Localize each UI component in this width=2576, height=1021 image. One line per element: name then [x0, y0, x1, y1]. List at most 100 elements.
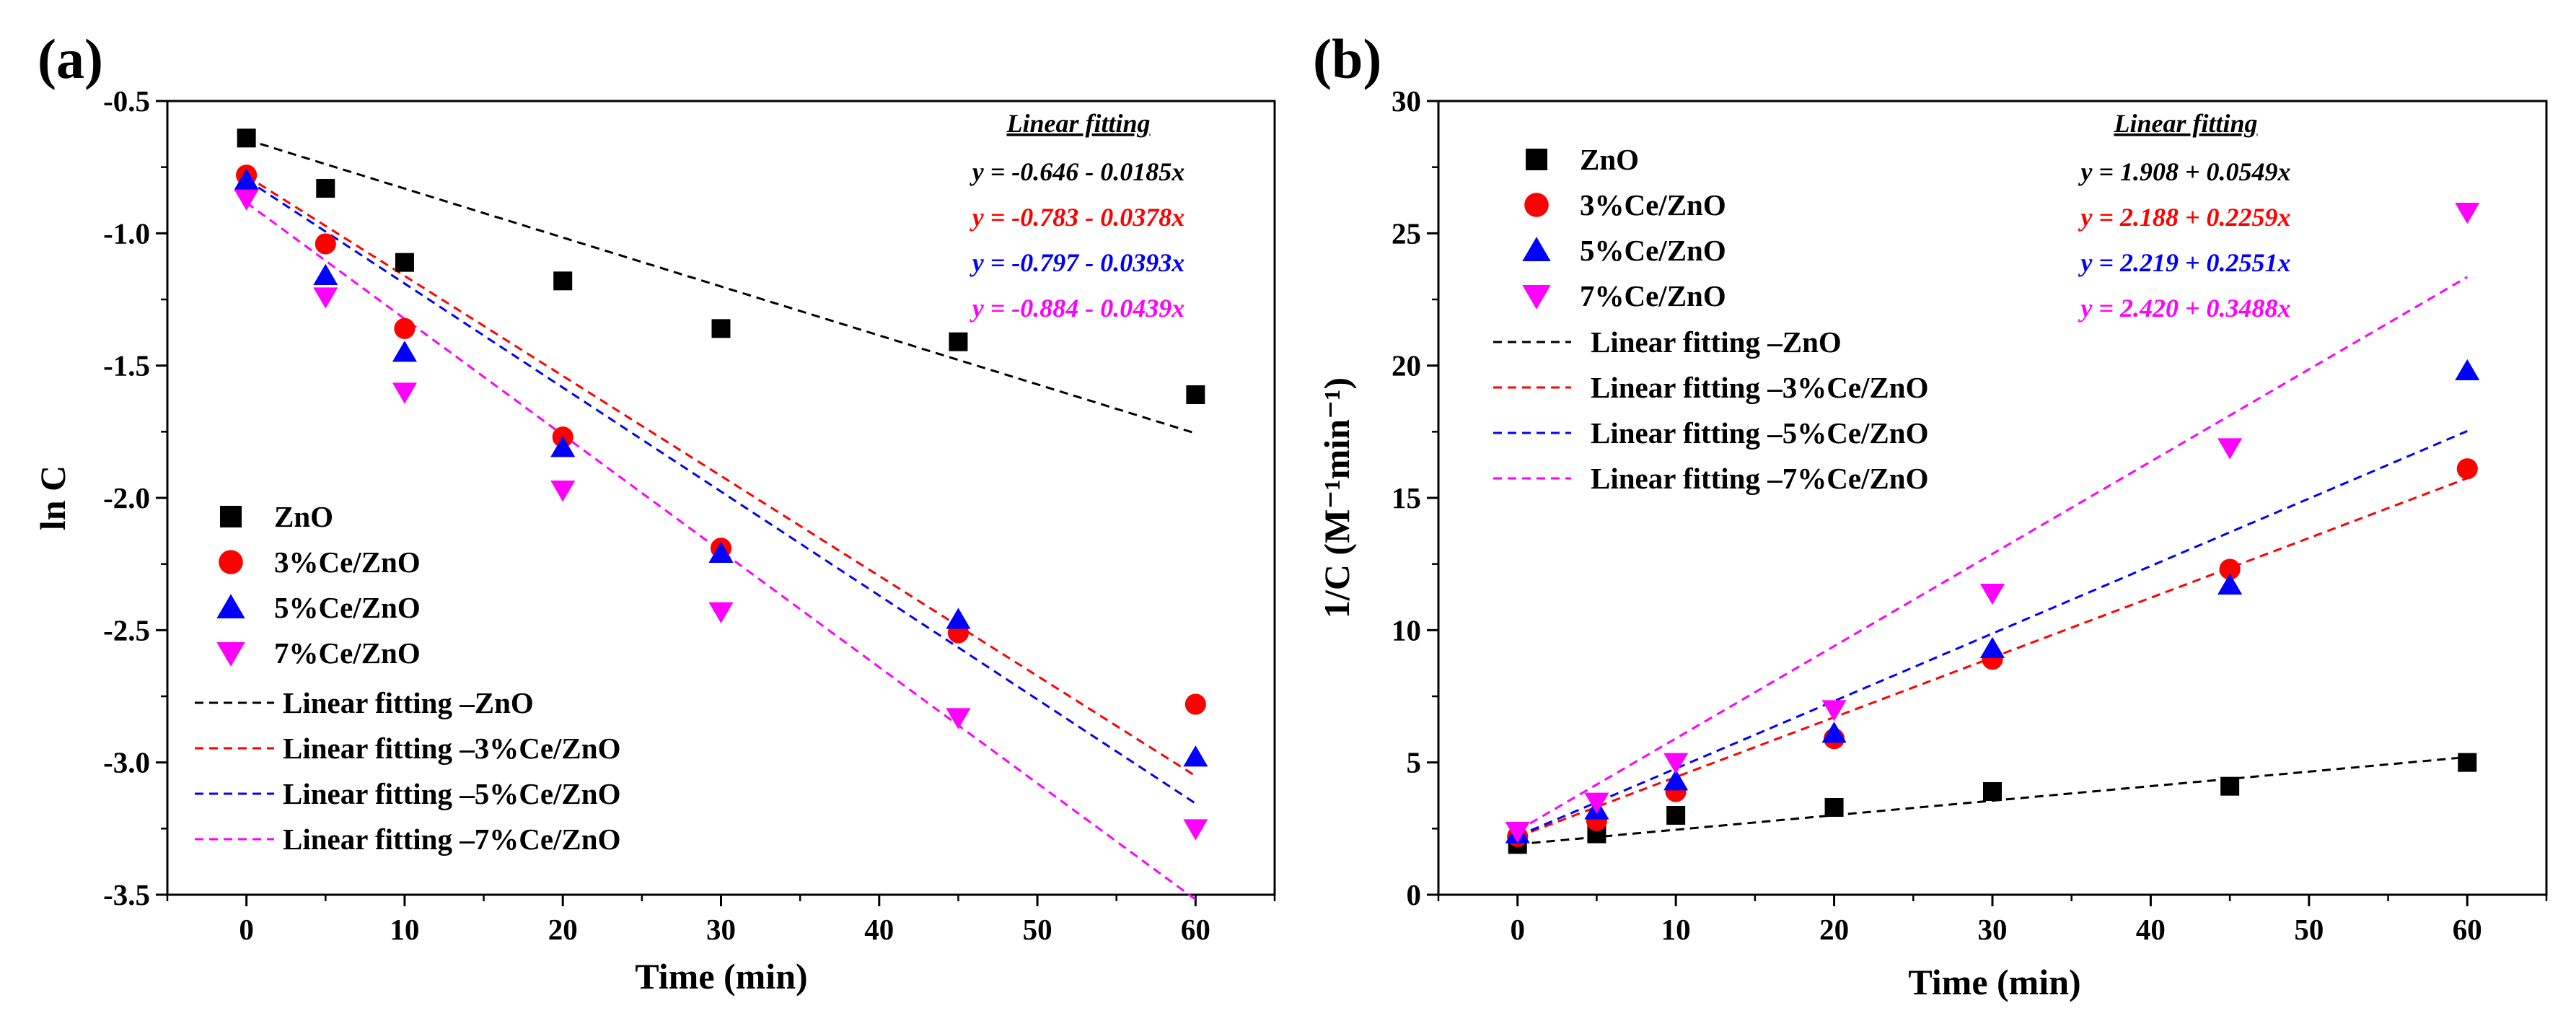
- legend-marker: [1522, 285, 1551, 310]
- legend-fit-label: Linear fitting –7%Ce/ZnO: [283, 823, 620, 856]
- legend-fit-label: Linear fitting –3%Ce/ZnO: [1591, 371, 1928, 404]
- panel-label: (b): [1313, 27, 1381, 90]
- data-point: [315, 233, 336, 255]
- data-point: [313, 263, 338, 285]
- data-point: [1979, 636, 2005, 658]
- legend-fit-label: Linear fitting –ZnO: [283, 686, 534, 719]
- legend-label: 5%Ce/ZnO: [1580, 234, 1726, 267]
- legend-marker: [1522, 237, 1551, 261]
- data-point: [2220, 776, 2240, 796]
- data-point: [1183, 745, 1208, 767]
- y-tick-label: -1.5: [103, 349, 150, 382]
- data-point: [1584, 792, 1609, 814]
- x-tick-label: 40: [864, 913, 894, 946]
- y-axis-title: ln C: [32, 465, 73, 530]
- data-point: [1666, 806, 1686, 825]
- data-point: [237, 128, 256, 148]
- y-tick-label: 10: [1392, 613, 1421, 647]
- y-tick-label: -2.0: [103, 481, 150, 514]
- y-axis-title: 1/C (M⁻¹min⁻¹): [1316, 377, 1357, 618]
- data-point: [395, 253, 414, 272]
- data-point: [2455, 203, 2480, 224]
- fit-box-title: Linear fitting: [2113, 109, 2257, 138]
- data-point: [1821, 722, 1847, 743]
- x-tick-label: 60: [1181, 913, 1210, 946]
- data-point: [1184, 693, 1206, 715]
- data-point: [1186, 385, 1205, 404]
- x-tick-label: 20: [548, 913, 578, 946]
- legend-fit-label: Linear fitting –5%Ce/ZnO: [283, 777, 620, 810]
- data-point: [550, 436, 576, 457]
- x-tick-label: 20: [1819, 913, 1849, 946]
- fit-equation: y = -0.884 - 0.0439x: [970, 294, 1184, 323]
- data-point: [949, 332, 968, 351]
- data-point: [1183, 819, 1208, 841]
- legend-marker: [220, 506, 242, 527]
- data-point: [394, 317, 416, 339]
- data-point: [1663, 753, 1689, 774]
- fit-line-7-ce-zno: [245, 201, 1197, 901]
- y-tick-label: -3.5: [103, 878, 150, 911]
- data-point: [1505, 822, 1530, 843]
- y-tick-label: 20: [1392, 349, 1421, 382]
- data-point: [711, 319, 731, 338]
- data-point: [234, 189, 259, 211]
- fit-equation: y = 2.219 + 0.2551x: [2078, 248, 2290, 277]
- x-tick-label: 10: [390, 913, 419, 946]
- legend-marker: [216, 642, 245, 667]
- data-point: [313, 287, 338, 309]
- data-point: [234, 168, 259, 190]
- panel-b: (b) 0 10 20 30 40 50 60 0 5 10 15 20 25 30 Time (min) 1/…: [1313, 27, 2548, 1002]
- legend-label: ZnO: [1580, 143, 1639, 176]
- y-tick-label: -2.5: [103, 613, 150, 647]
- x-tick-label: 30: [1978, 913, 2008, 946]
- data-point: [2219, 558, 2241, 580]
- legend-label: 5%Ce/ZnO: [274, 591, 421, 624]
- data-point: [708, 602, 734, 623]
- y-tick-label: -0.5: [103, 84, 150, 118]
- fit-line-7-ce-zno: [1516, 276, 2469, 832]
- x-tick-label: 50: [1023, 913, 1052, 946]
- data-point: [553, 271, 573, 291]
- x-axis-title: Time (min): [1908, 962, 2080, 1002]
- data-point: [550, 481, 576, 502]
- legend-fit-label: Linear fitting –7%Ce/ZnO: [1591, 462, 1928, 495]
- data-point: [392, 382, 417, 404]
- y-tick-label: 25: [1392, 216, 1421, 250]
- legend-label: 7%Ce/ZnO: [274, 636, 421, 670]
- x-axis-title: Time (min): [635, 956, 807, 996]
- data-point: [946, 608, 971, 629]
- legend-marker: [1526, 149, 1547, 170]
- legend-label: ZnO: [274, 500, 333, 533]
- fit-equation: y = -0.797 - 0.0393x: [970, 248, 1184, 277]
- fit-line-5-ce-zno: [245, 178, 1197, 805]
- legend-marker: [216, 594, 245, 618]
- data-point: [2217, 573, 2243, 595]
- legend-marker: [219, 550, 243, 574]
- data-point: [1983, 782, 2002, 801]
- x-tick-label: 40: [2136, 913, 2166, 946]
- panel-label: (a): [38, 27, 103, 90]
- data-point: [1821, 700, 1847, 722]
- x-tick-label: 0: [1510, 913, 1525, 946]
- fit-equation: y = 2.420 + 0.3488x: [2078, 294, 2290, 323]
- fit-equation: y = 1.908 + 0.0549x: [2078, 157, 2290, 186]
- fit-box-title: Linear fitting: [1006, 109, 1150, 138]
- y-tick-label: 0: [1407, 878, 1422, 911]
- data-point: [316, 179, 335, 198]
- legend-fit-label: Linear fitting –ZnO: [1591, 325, 1842, 359]
- fit-equation: y = 2.188 + 0.2259x: [2078, 203, 2290, 232]
- x-tick-label: 50: [2294, 913, 2324, 946]
- legend-fit-label: Linear fitting –5%Ce/ZnO: [1591, 416, 1928, 450]
- x-tick-label: 10: [1661, 913, 1691, 946]
- fit-equation: y = -0.783 - 0.0378x: [970, 203, 1184, 232]
- data-point: [708, 541, 734, 563]
- fit-line-zno: [246, 139, 1196, 434]
- data-point: [392, 341, 417, 362]
- data-point: [2456, 458, 2478, 480]
- panel-a: (a) 0 10 20 30 40 50 60 -3.5 -3.0 -2.5 -2.0 -1.5 -1.0…: [32, 27, 1276, 996]
- x-tick-label: 30: [706, 913, 736, 946]
- y-tick-label: 5: [1407, 746, 1422, 779]
- y-tick-label: 30: [1392, 84, 1421, 118]
